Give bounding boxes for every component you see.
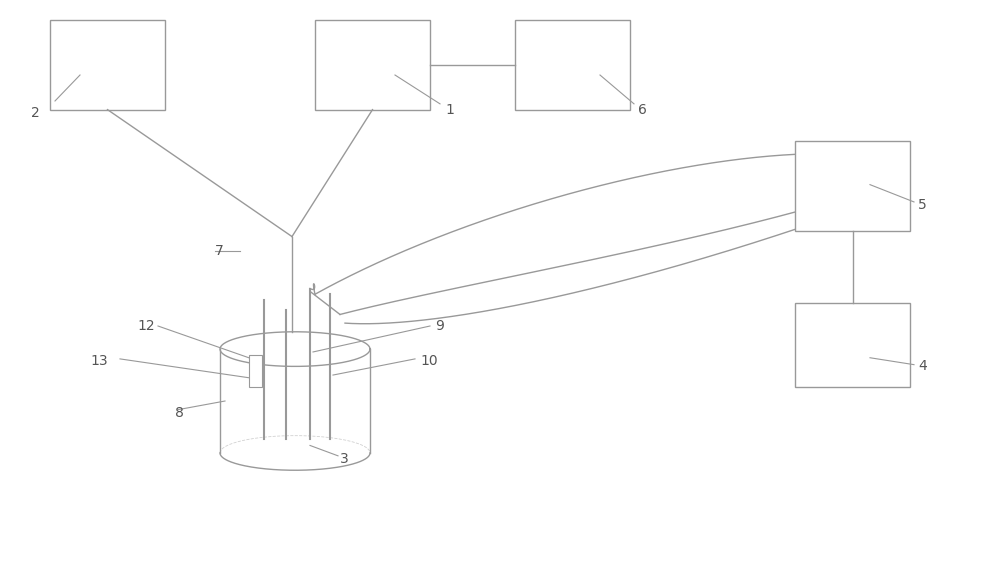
Text: 9: 9 — [435, 319, 444, 333]
Text: 2: 2 — [31, 106, 40, 119]
Bar — [795, 141, 910, 231]
Text: 4: 4 — [918, 359, 927, 373]
Bar — [50, 20, 165, 110]
Text: 8: 8 — [175, 406, 184, 419]
Text: 7: 7 — [215, 244, 224, 258]
Bar — [515, 20, 630, 110]
Text: 13: 13 — [90, 354, 108, 368]
Bar — [795, 303, 910, 387]
Text: 3: 3 — [340, 452, 349, 466]
Bar — [315, 20, 430, 110]
Text: 10: 10 — [420, 354, 438, 368]
Bar — [249, 355, 262, 387]
Text: 5: 5 — [918, 198, 927, 212]
Text: 1: 1 — [445, 103, 454, 117]
Text: 6: 6 — [638, 103, 647, 117]
Text: 12: 12 — [137, 319, 155, 333]
